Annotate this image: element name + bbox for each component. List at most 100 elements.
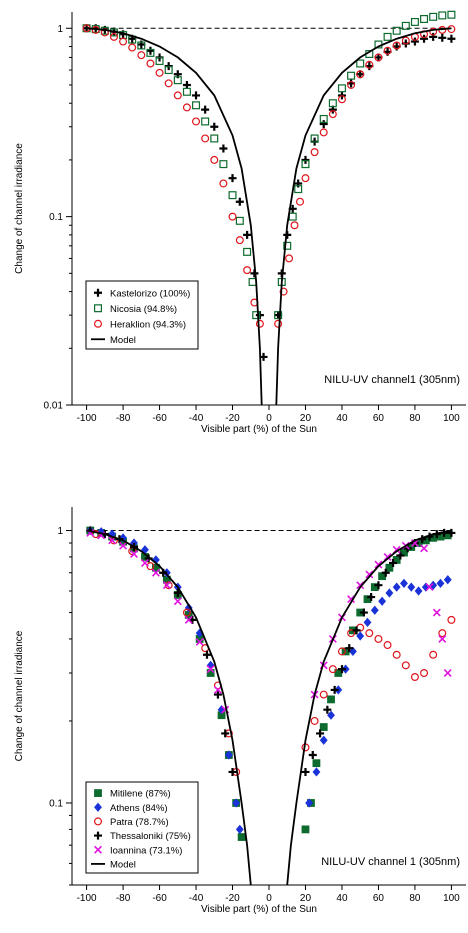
data-point: [146, 48, 155, 57]
data-point: [255, 319, 264, 328]
model-curve-left: [86, 529, 252, 886]
x-tick-label: 20: [300, 413, 312, 424]
data-point: [374, 53, 383, 62]
data-point: [327, 710, 335, 720]
data-point: [337, 84, 346, 93]
data-point: [447, 10, 456, 19]
data-point: [385, 588, 394, 598]
legend-label: Thessaloniki (75%): [110, 831, 191, 842]
data-point: [288, 212, 297, 221]
data-point: [345, 644, 354, 653]
x-tick-label: 100: [443, 893, 460, 904]
data-point: [383, 46, 392, 55]
data-point: [232, 798, 241, 808]
data-point: [348, 646, 357, 657]
data-point: [128, 43, 137, 52]
x-tick-label: 100: [443, 413, 460, 424]
chart-panel-bottom: -100 -80 -60 -40 -20 0 20 40 60 80 100 0.1 1 Visible …: [14, 507, 466, 915]
data-point: [392, 41, 401, 50]
data-point: [359, 608, 368, 617]
x-tick-label: -80: [116, 893, 131, 904]
data-point: [310, 134, 319, 143]
data-point: [337, 665, 346, 674]
x-tick-label: 80: [409, 893, 421, 904]
x-tick-label: 60: [373, 413, 385, 424]
data-point: [146, 46, 155, 55]
data-point: [192, 117, 201, 126]
legend-swatch: [94, 789, 102, 797]
series-patra: [91, 530, 456, 776]
data-point: [224, 750, 233, 760]
data-point: [235, 216, 244, 225]
data-point: [352, 626, 361, 635]
model-curve-right: [286, 529, 452, 886]
data-point: [184, 603, 193, 613]
data-point: [401, 36, 410, 45]
legend: Mitilene (87%) Athens (84%) Patra (78.7%) T…: [85, 781, 199, 874]
data-point: [319, 735, 328, 745]
data-point: [243, 266, 252, 275]
data-point: [162, 581, 171, 590]
data-point: [374, 560, 383, 569]
data-point: [327, 695, 335, 704]
series-model: [86, 27, 452, 406]
data-point: [109, 32, 118, 41]
data-point: [213, 685, 222, 694]
data-point: [420, 544, 429, 553]
data-point: [347, 71, 356, 80]
data-point: [410, 37, 419, 46]
x-tick-label: 0: [266, 413, 272, 424]
data-point: [235, 824, 244, 835]
data-point: [119, 37, 128, 46]
data-point: [381, 568, 390, 577]
legend-swatch: [94, 845, 102, 854]
data-point: [337, 95, 346, 104]
data-point: [429, 650, 438, 659]
legend-swatch: [93, 319, 102, 328]
data-point: [235, 197, 244, 206]
legend-label: Heraklion (94.3%): [110, 319, 186, 330]
data-point: [330, 685, 339, 694]
data-point: [436, 578, 445, 588]
data-point: [184, 615, 193, 624]
data-point: [312, 767, 321, 777]
data-point: [363, 617, 372, 628]
x-tick-label: -100: [77, 893, 97, 904]
data-point: [182, 608, 191, 617]
data-point: [248, 277, 257, 286]
data-point: [213, 690, 222, 699]
data-point: [164, 66, 173, 75]
data-point: [401, 661, 410, 670]
channel-annotation: NILU-UV channel1 (305nm): [324, 374, 460, 386]
data-point: [438, 629, 447, 638]
y-tick-label: 1: [57, 24, 63, 35]
data-point: [137, 51, 146, 60]
x-tick-label: -20: [225, 413, 240, 424]
data-point: [155, 68, 164, 77]
data-point: [374, 53, 383, 62]
data-point: [243, 230, 252, 239]
data-point: [119, 533, 127, 543]
data-point: [201, 134, 210, 143]
series-nicosia: [82, 10, 456, 320]
data-point: [173, 91, 182, 100]
data-point: [414, 586, 423, 596]
data-point: [182, 87, 191, 96]
data-point: [410, 17, 419, 26]
data-point: [401, 21, 410, 30]
data-point: [400, 578, 408, 588]
x-tick-label: 40: [336, 413, 348, 424]
data-point: [410, 673, 419, 682]
data-point: [119, 541, 128, 550]
data-point: [221, 729, 230, 738]
data-point: [328, 665, 337, 674]
x-tick-label: -100: [77, 413, 97, 424]
data-point: [438, 33, 447, 42]
data-point: [274, 311, 283, 320]
data-point: [219, 160, 228, 169]
data-point: [323, 705, 332, 714]
data-point: [285, 254, 294, 263]
legend-swatch: [94, 288, 102, 297]
data-point: [447, 528, 456, 537]
data-point: [356, 581, 365, 590]
